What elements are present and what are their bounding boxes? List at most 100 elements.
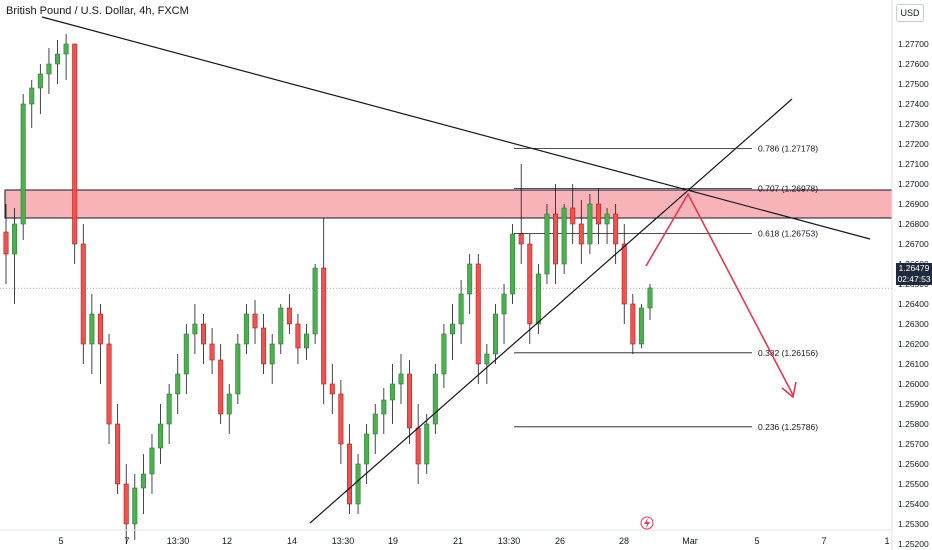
ascending-trendline <box>309 98 793 524</box>
x-tick-label: 26 <box>555 536 565 546</box>
candle-body <box>338 393 344 445</box>
x-tick-label: 7 <box>124 536 129 546</box>
y-tick-label: 1.25200 <box>898 539 929 549</box>
y-tick-label: 1.26400 <box>898 299 929 309</box>
y-tick-label: 1.25500 <box>898 479 929 489</box>
x-tick-label: 5 <box>58 536 63 546</box>
y-tick-label: 1.27100 <box>898 159 929 169</box>
x-tick-label: 28 <box>619 536 629 546</box>
candle-body <box>12 223 18 255</box>
current-price: 1.26479 <box>898 263 930 273</box>
chart-title: British Pound / U.S. Dollar, 4h, FXCM <box>6 5 189 17</box>
x-tick-label: Mar <box>682 536 698 546</box>
candle-body <box>209 343 215 361</box>
y-tick-label: 1.26200 <box>898 339 929 349</box>
candle-body <box>595 203 601 225</box>
fib-level-label: 0.786 (1.27178) <box>758 143 818 153</box>
y-tick-label: 1.25700 <box>898 439 929 449</box>
y-tick-label: 1.26700 <box>898 239 929 249</box>
candle-body <box>20 103 26 225</box>
candle-body <box>72 43 78 245</box>
candle-body <box>235 343 241 395</box>
y-tick-label: 1.25400 <box>898 499 929 509</box>
candle-body <box>415 427 421 465</box>
y-tick-label: 1.26900 <box>898 199 929 209</box>
candle-body <box>183 333 189 375</box>
x-tick-label: 7 <box>821 536 826 546</box>
lightning-icon <box>644 518 650 528</box>
y-tick-label: 1.27300 <box>898 119 929 129</box>
y-tick-label: 1.27600 <box>898 59 929 69</box>
candle-body <box>484 353 490 365</box>
candle-body <box>29 87 35 105</box>
candle-body <box>398 373 404 385</box>
current-price-label: 1.26479 02:47:53 <box>896 263 932 285</box>
y-tick-label: 1.26000 <box>898 379 929 389</box>
candle-body <box>647 287 653 309</box>
candle-body <box>638 307 644 345</box>
candle-body <box>269 343 275 365</box>
candle-body <box>510 233 516 295</box>
candle-body <box>149 447 155 475</box>
candle-body <box>295 323 301 349</box>
candle-body <box>261 327 267 365</box>
y-tick-label: 1.26300 <box>898 319 929 329</box>
candle-body <box>106 343 112 425</box>
x-tick-label: 19 <box>388 536 398 546</box>
candle-body <box>389 383 395 401</box>
candles <box>3 34 653 544</box>
candle-body <box>578 223 584 245</box>
x-tick-label: 12 <box>222 536 232 546</box>
candle-body <box>458 293 464 325</box>
candle-body <box>89 313 95 345</box>
candle-body <box>132 487 138 525</box>
y-tick-label: 1.27400 <box>898 99 929 109</box>
candle-body <box>192 323 198 335</box>
candle-body <box>37 73 43 89</box>
candle-body <box>278 307 284 345</box>
candle-body <box>613 213 619 245</box>
candle-body <box>544 213 550 275</box>
candle-body <box>226 393 232 415</box>
x-tick-label: 1 <box>884 536 889 546</box>
candle-body <box>467 263 473 295</box>
candle-body <box>140 473 146 489</box>
bar-countdown: 02:47:53 <box>897 274 931 284</box>
candle-body <box>604 213 610 225</box>
candle-body <box>55 53 61 65</box>
x-tick-label: 13:30 <box>167 536 190 546</box>
fib-level-label: 0.707 (1.26978) <box>758 183 818 193</box>
candle-body <box>218 359 224 415</box>
candle-body <box>97 313 103 345</box>
y-tick-label: 1.26800 <box>898 219 929 229</box>
x-tick-label: 21 <box>453 536 463 546</box>
candle-body <box>63 43 69 55</box>
candle-body <box>407 373 413 429</box>
candle-body <box>570 207 576 225</box>
fib-level-label: 0.382 (1.26156) <box>758 348 818 358</box>
candle-body <box>450 323 456 335</box>
candle-body <box>364 433 370 465</box>
candle-body <box>492 313 498 355</box>
fib-level-label: 0.236 (1.25786) <box>758 422 818 432</box>
candle-body <box>535 273 541 325</box>
plot-background <box>0 0 892 530</box>
candle-body <box>432 373 438 425</box>
y-tick-label: 1.25300 <box>898 519 929 529</box>
candle-body <box>252 313 258 329</box>
candle-body <box>372 413 378 435</box>
y-tick-label: 1.26100 <box>898 359 929 369</box>
candle-body <box>441 333 447 375</box>
currency-selector[interactable]: USD <box>896 4 924 22</box>
trendlines <box>41 16 871 530</box>
candle-body <box>80 243 86 345</box>
candle-body <box>424 423 430 465</box>
x-tick-label: 5 <box>754 536 759 546</box>
projection-arrowhead <box>781 381 797 399</box>
resistance-zone-rect <box>4 189 893 219</box>
projection-path <box>645 192 794 396</box>
fib-level-label: 0.618 (1.26753) <box>758 228 818 238</box>
resistance-zone <box>4 189 893 219</box>
